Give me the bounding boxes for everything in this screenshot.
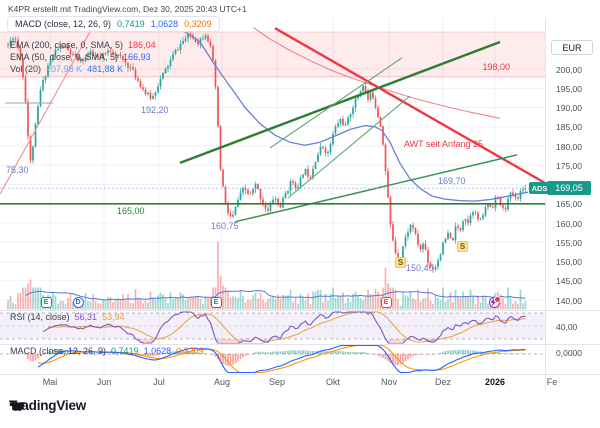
price-tick: 195,00 bbox=[556, 83, 582, 94]
macd-legend-title: MACD (close, 12, 26, 9) bbox=[15, 19, 112, 29]
macd-hist-value: 0,7419 bbox=[117, 19, 145, 29]
time-axis-label: Mai bbox=[42, 377, 58, 387]
symbol-badge: ADS bbox=[529, 182, 550, 195]
dividend-marker[interactable]: D bbox=[72, 297, 84, 308]
macd-bottom-hist: 0,7419 bbox=[111, 346, 139, 356]
time-axis-label: Okt bbox=[325, 377, 341, 387]
tradingview-logo-icon bbox=[9, 402, 26, 411]
rsi-legend[interactable]: RSI (14, close) 56,31 53,94 bbox=[10, 312, 125, 322]
annotation-label[interactable]: AWT seit Anfang 25 bbox=[404, 139, 484, 149]
price-tick: 190,00 bbox=[556, 103, 582, 113]
lightning-bolt-icon bbox=[489, 298, 497, 306]
price-tick: 200,00 bbox=[556, 64, 582, 75]
rsi-legend-title: RSI (14, close) bbox=[10, 312, 70, 322]
price-tick: 185,00 bbox=[556, 122, 582, 133]
rsi-ma-value: 53,94 bbox=[102, 312, 125, 322]
attribution-text: K4PR erstellt mit TradingView.com, Dez 3… bbox=[8, 4, 247, 14]
currency-badge[interactable]: EUR bbox=[551, 40, 593, 55]
volume-value: 481,88 K bbox=[87, 64, 124, 74]
annotation-label[interactable]: 160,75 bbox=[211, 221, 239, 231]
annotation-label[interactable]: 169,70 bbox=[438, 176, 466, 186]
time-axis-label: Fe bbox=[546, 377, 558, 387]
macd-signal-value: 0,3209 bbox=[184, 19, 212, 29]
ema200-legend-title: EMA (200, close, 0, SMA, 5) bbox=[10, 40, 124, 50]
price-tick: 160,00 bbox=[556, 218, 582, 229]
macd-bottom-signal: 0,3209 bbox=[176, 346, 204, 356]
macd-line-value: 1,0628 bbox=[150, 19, 179, 29]
price-tick: 150,00 bbox=[556, 257, 582, 267]
annotation-label[interactable]: 75,30 bbox=[6, 165, 29, 175]
volume-legend-title: Vol (20) bbox=[10, 64, 42, 74]
macd-bottom-title: MACD (close, 12, 26, 9) bbox=[10, 346, 107, 356]
time-axis-label: Aug bbox=[213, 377, 231, 387]
time-axis-label: 2026 bbox=[484, 377, 506, 387]
ema200-legend[interactable]: EMA (200, close, 0, SMA, 5) 186,04 bbox=[10, 40, 156, 50]
time-axis-label: Nov bbox=[380, 377, 398, 387]
earnings-marker[interactable]: E bbox=[380, 297, 392, 308]
annotation-label[interactable]: 150,40 bbox=[406, 263, 434, 273]
macd-legend-top[interactable]: MACD (close, 12, 26, 9) 0,7419 1,0628 0,… bbox=[7, 16, 220, 32]
ema50-legend-title: EMA (50, close, 0, SMA, 5) bbox=[10, 52, 119, 62]
annotation-label[interactable]: 165,00 bbox=[117, 206, 145, 216]
volume-ma-value: 207,98 K bbox=[46, 64, 83, 74]
split-marker[interactable]: S bbox=[457, 241, 468, 252]
time-axis-label: Sep bbox=[268, 377, 286, 387]
macd-bottom-line: 1,0628 bbox=[143, 346, 172, 356]
news-flash-icon[interactable] bbox=[488, 296, 501, 308]
last-price-badge: 169,05 bbox=[547, 181, 591, 196]
earnings-marker[interactable]: E bbox=[40, 297, 52, 308]
ema50-legend[interactable]: EMA (50, close, 0, SMA, 5) 166,93 bbox=[10, 52, 151, 62]
annotation-label[interactable]: 198,00 bbox=[482, 62, 510, 72]
price-tick: 180,00 bbox=[556, 141, 582, 152]
tradingview-wordmark: TradingView bbox=[9, 398, 87, 413]
time-axis-label: Dez bbox=[434, 377, 452, 387]
time-axis-label: Jun bbox=[96, 377, 112, 387]
split-marker[interactable]: S bbox=[395, 257, 406, 268]
rsi-value: 56,31 bbox=[74, 312, 98, 322]
ema200-value: 186,04 bbox=[128, 40, 156, 50]
tradingview-logo[interactable]: TradingView bbox=[9, 398, 86, 413]
ema50-value: 166,93 bbox=[123, 52, 151, 62]
price-tick: 155,00 bbox=[556, 237, 582, 248]
rsi-axis-tick: 40,00 bbox=[556, 322, 578, 332]
price-tick: 175,00 bbox=[556, 160, 582, 171]
time-axis-label: Jul bbox=[153, 377, 165, 387]
price-tick: 165,00 bbox=[556, 199, 582, 210]
macd-legend-bottom[interactable]: MACD (close, 12, 26, 9) 0,7419 1,0628 0,… bbox=[10, 346, 204, 356]
volume-legend[interactable]: Vol (20) 207,98 K 481,88 K bbox=[10, 64, 123, 74]
price-tick: 140,00 bbox=[556, 295, 582, 306]
macd-axis-tick: 0,0000 bbox=[556, 348, 582, 358]
annotation-label[interactable]: 192,20 bbox=[141, 105, 169, 115]
notification-dot bbox=[493, 296, 501, 303]
earnings-marker[interactable]: E bbox=[210, 297, 222, 308]
price-tick: 145,00 bbox=[556, 276, 582, 287]
